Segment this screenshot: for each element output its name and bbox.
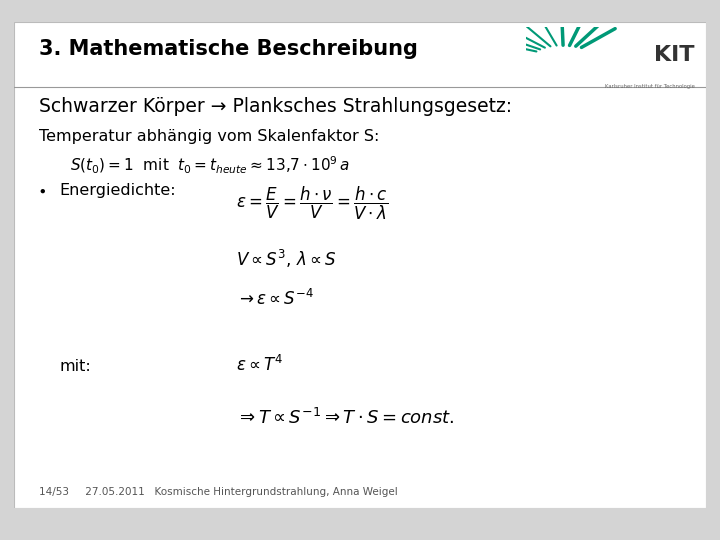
Text: $\varepsilon = \dfrac{E}{V} = \dfrac{h \cdot \nu}{V} = \dfrac{h \cdot c}{V \cdot: $\varepsilon = \dfrac{E}{V} = \dfrac{h \… [235, 185, 388, 221]
Text: $\varepsilon \propto T^4$: $\varepsilon \propto T^4$ [235, 354, 283, 375]
Text: KIT: KIT [654, 45, 695, 65]
Text: Energiedichte:: Energiedichte: [59, 183, 176, 198]
Text: $V \propto S^3,\, \lambda \propto S$: $V \propto S^3,\, \lambda \propto S$ [235, 247, 336, 269]
Text: 3. Mathematische Beschreibung: 3. Mathematische Beschreibung [39, 39, 418, 59]
Text: Karlsruher Institut für Technologie: Karlsruher Institut für Technologie [605, 84, 695, 89]
Text: $\Rightarrow T \propto S^{-1} \Rightarrow T \cdot S = const.$: $\Rightarrow T \propto S^{-1} \Rightarro… [235, 408, 454, 428]
Text: $S(t_0) = 1$  mit  $t_0 = t_{heute} \approx 13{,}7 \cdot 10^9\, a$: $S(t_0) = 1$ mit $t_0 = t_{heute} \appro… [70, 156, 350, 177]
Text: 14/53     27.05.2011   Kosmische Hintergrundstrahlung, Anna Weigel: 14/53 27.05.2011 Kosmische Hintergrundst… [39, 487, 397, 497]
Text: Schwarzer Körper → Planksches Strahlungsgesetz:: Schwarzer Körper → Planksches Strahlungs… [39, 97, 512, 116]
Text: $\rightarrow \varepsilon \propto S^{-4}$: $\rightarrow \varepsilon \propto S^{-4}$ [235, 289, 314, 309]
Text: Temperatur abhängig vom Skalenfaktor S:: Temperatur abhängig vom Skalenfaktor S: [39, 130, 379, 145]
Text: $\bullet$: $\bullet$ [37, 183, 45, 198]
Text: mit:: mit: [59, 360, 91, 374]
